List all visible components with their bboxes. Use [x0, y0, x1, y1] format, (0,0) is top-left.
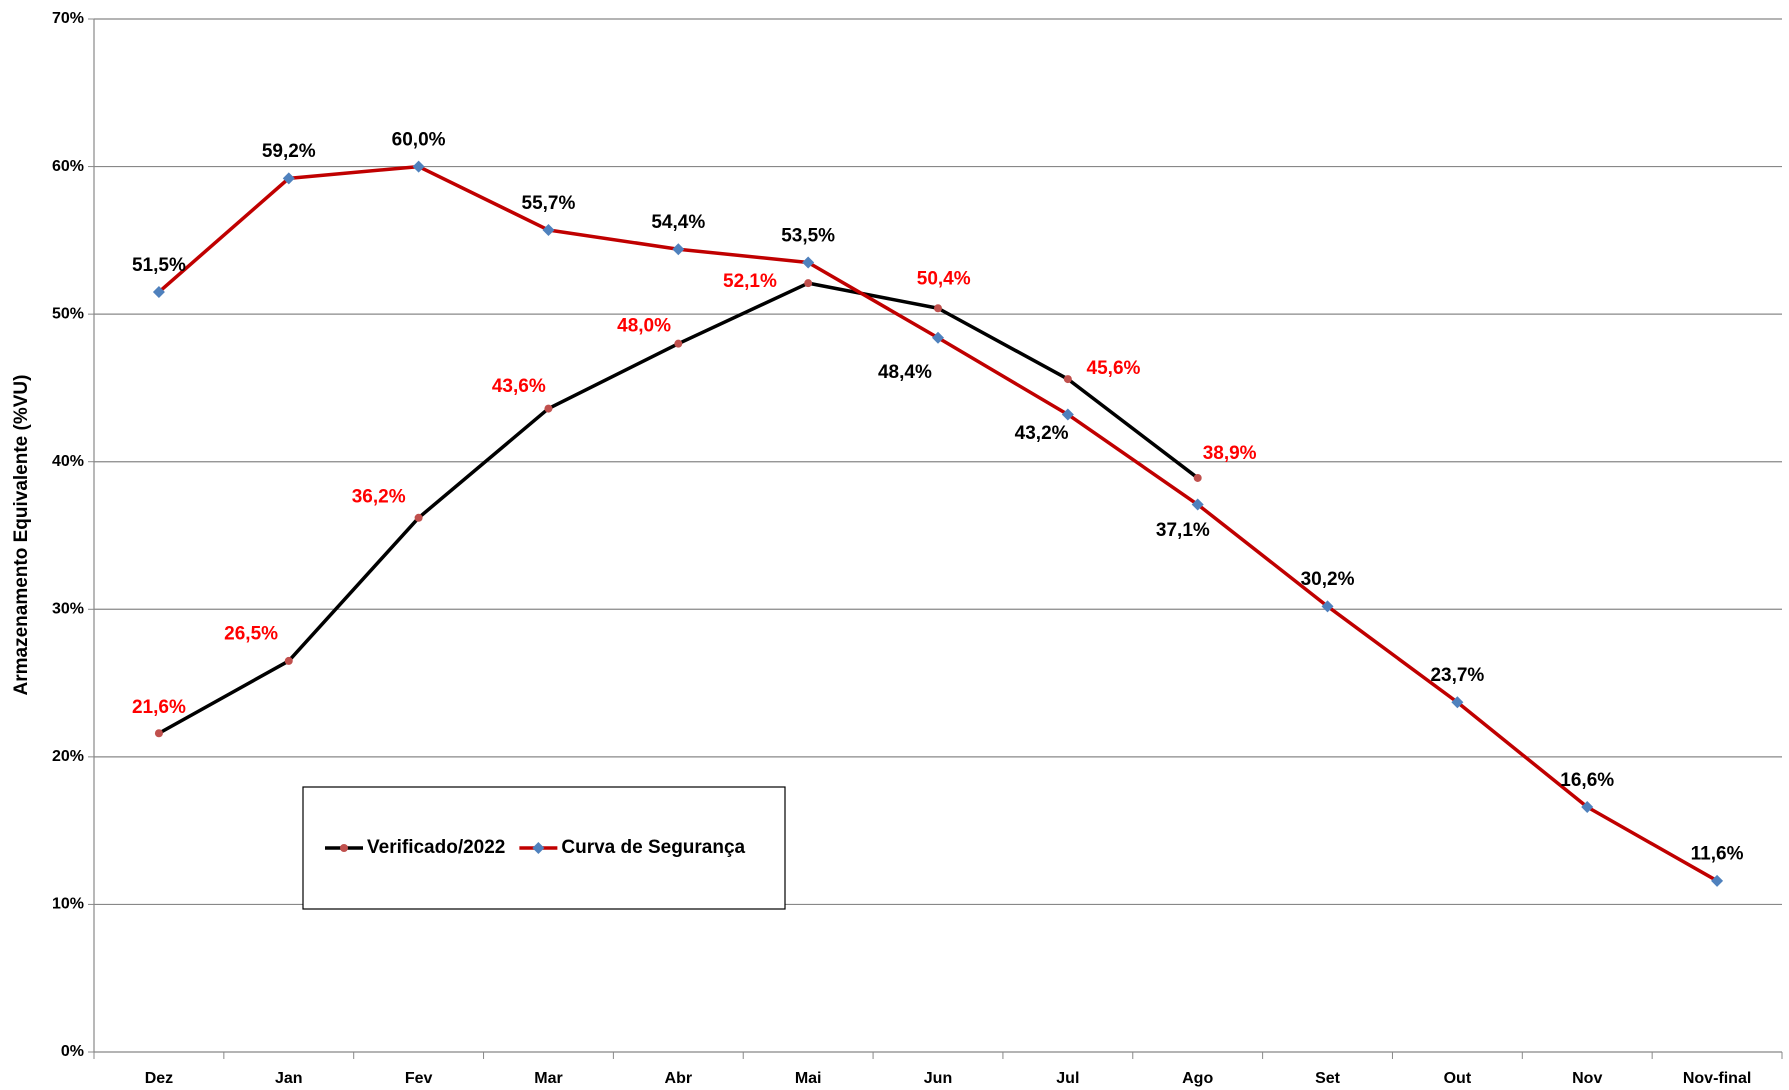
data-point — [542, 224, 555, 237]
data-point — [412, 160, 425, 173]
x-tick-label: Jan — [275, 1070, 303, 1087]
data-label: 51,5% — [132, 255, 186, 276]
x-tick-label: Jul — [1056, 1070, 1079, 1087]
data-point — [934, 304, 942, 313]
data-label: 55,7% — [522, 193, 576, 214]
y-tick-label: 70% — [52, 10, 84, 27]
data-label: 43,6% — [492, 376, 546, 397]
data-point — [1711, 874, 1724, 887]
legend-marker — [532, 842, 545, 854]
data-label: 53,5% — [781, 225, 835, 246]
data-label: 50,4% — [917, 269, 971, 290]
data-label: 38,9% — [1203, 443, 1257, 464]
data-label: 30,2% — [1301, 569, 1355, 590]
x-tick-label: Nov — [1572, 1070, 1602, 1087]
y-tick-label: 50% — [52, 305, 84, 322]
data-label: 21,6% — [132, 697, 186, 718]
x-tick-label: Jun — [924, 1070, 952, 1087]
y-axis-title: Armazenamento Equivalente (%VU) — [11, 375, 32, 696]
y-tick-label: 20% — [52, 748, 84, 765]
data-point — [414, 513, 423, 522]
data-label: 43,2% — [1015, 423, 1069, 444]
x-tick-label: Set — [1315, 1070, 1341, 1087]
y-tick-label: 0% — [61, 1043, 84, 1060]
x-tick-label: Out — [1444, 1070, 1472, 1087]
x-tick-label: Mar — [534, 1070, 562, 1087]
data-point — [282, 172, 295, 185]
data-point — [674, 339, 683, 348]
data-point — [1581, 801, 1594, 814]
y-tick-label: 30% — [52, 601, 84, 618]
data-point — [544, 404, 553, 413]
data-point — [932, 331, 944, 344]
data-point — [284, 656, 293, 665]
y-tick-label: 40% — [52, 453, 84, 470]
data-point — [802, 256, 815, 269]
x-tick-label: Nov-final — [1683, 1070, 1751, 1087]
x-tick-label: Abr — [665, 1070, 693, 1087]
legend-marker — [340, 844, 348, 852]
data-point — [804, 279, 813, 288]
data-label: 16,6% — [1560, 770, 1614, 791]
data-point — [154, 729, 163, 738]
x-tick-label: Mai — [795, 1070, 822, 1087]
data-label: 37,1% — [1156, 520, 1210, 541]
x-tick-label: Dez — [145, 1070, 173, 1087]
y-tick-label: 60% — [52, 158, 84, 175]
data-point — [1451, 696, 1464, 709]
data-label: 23,7% — [1430, 665, 1484, 686]
x-tick-label: Ago — [1182, 1070, 1213, 1087]
series-line — [158, 281, 1199, 735]
data-point — [1191, 498, 1204, 511]
data-label: 11,6% — [1691, 844, 1744, 865]
data-point — [1193, 473, 1202, 482]
data-label: 54,4% — [651, 212, 705, 233]
legend-label: Verificado/2022 — [367, 837, 505, 858]
legend-label: Curva de Segurança — [561, 837, 745, 858]
data-point — [672, 243, 685, 256]
data-label: 52,1% — [723, 271, 777, 292]
data-point — [1061, 408, 1074, 421]
data-point — [1063, 375, 1072, 384]
data-point — [1321, 600, 1334, 613]
data-point — [152, 286, 165, 299]
data-label: 26,5% — [224, 624, 278, 645]
data-label: 59,2% — [262, 141, 316, 162]
data-label: 45,6% — [1087, 358, 1141, 379]
x-tick-label: Fev — [405, 1070, 433, 1087]
data-label: 36,2% — [352, 486, 406, 507]
data-label: 60,0% — [392, 129, 446, 150]
data-label: 48,0% — [617, 316, 671, 337]
y-tick-label: 10% — [52, 896, 84, 913]
data-label: 48,4% — [878, 362, 932, 383]
